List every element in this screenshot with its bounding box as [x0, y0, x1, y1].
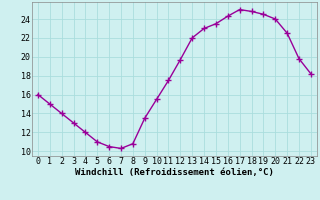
X-axis label: Windchill (Refroidissement éolien,°C): Windchill (Refroidissement éolien,°C) — [75, 168, 274, 177]
